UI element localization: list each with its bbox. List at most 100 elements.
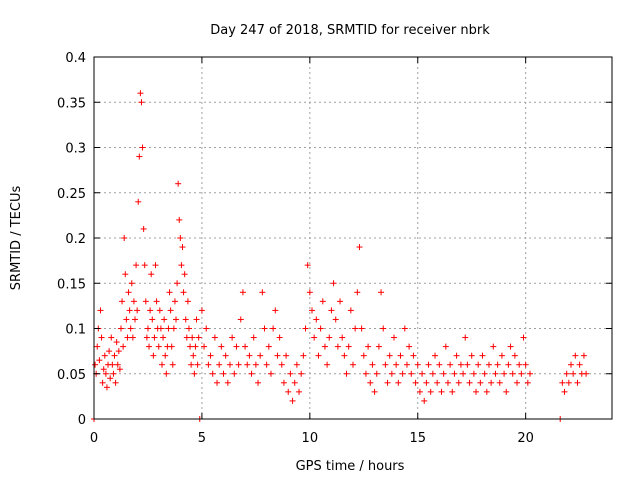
data-point (391, 334, 398, 341)
data-point (432, 352, 439, 359)
data-point (116, 366, 123, 373)
data-point (123, 316, 130, 323)
data-point (177, 235, 184, 241)
x-axis-label: GPS time / hours (296, 459, 405, 474)
data-point (94, 343, 101, 350)
data-point (341, 352, 348, 359)
data-point (362, 370, 369, 377)
data-point (360, 352, 367, 359)
data-point (296, 388, 303, 395)
data-point (479, 352, 486, 359)
data-point (449, 388, 456, 395)
data-point (218, 343, 225, 350)
data-point (130, 298, 137, 305)
data-point (189, 334, 196, 341)
data-point (187, 343, 194, 350)
data-point (386, 352, 393, 359)
data-point (369, 361, 376, 368)
data-point (406, 343, 413, 350)
data-point (365, 343, 372, 350)
data-point (285, 388, 292, 395)
data-point (388, 370, 395, 377)
axis-ticks: 0 0.05 0.1 0.15 0.2 0.25 0.3 0.35 0.4 0 5 10 15 20 (57, 51, 612, 446)
data-point (419, 370, 426, 377)
y-tick-label: 0.1 (65, 323, 86, 338)
data-point (455, 379, 462, 386)
data-point (128, 280, 135, 287)
data-point (114, 361, 121, 368)
data-point (205, 361, 212, 368)
data-point (505, 361, 512, 368)
data-point (291, 379, 298, 386)
data-point (283, 352, 290, 359)
data-point (155, 343, 162, 350)
data-point (178, 262, 185, 269)
data-point (108, 334, 115, 341)
data-point (526, 370, 533, 377)
data-point (328, 307, 335, 314)
data-point (259, 289, 266, 296)
data-point (216, 361, 223, 368)
data-point (129, 334, 136, 341)
data-point (224, 379, 231, 386)
data-point (147, 307, 154, 314)
data-point (233, 343, 240, 350)
data-point (397, 352, 404, 359)
data-point (492, 370, 499, 377)
data-point (522, 361, 529, 368)
data-point (298, 370, 305, 377)
data-point (561, 388, 568, 395)
data-point (326, 334, 333, 341)
data-point (98, 334, 105, 341)
data-point (380, 325, 387, 332)
data-point (167, 307, 174, 314)
data-point (339, 334, 346, 341)
data-point (313, 316, 320, 323)
data-point (289, 397, 296, 404)
data-point (436, 361, 443, 368)
data-point (126, 307, 133, 314)
y-tick-label: 0.05 (57, 368, 86, 383)
data-point (567, 361, 574, 368)
data-point (190, 352, 197, 359)
data-point (150, 352, 157, 359)
data-point (153, 298, 160, 305)
data-point (276, 334, 283, 341)
data-point (263, 361, 270, 368)
data-point (315, 352, 322, 359)
data-point (106, 348, 113, 355)
data-point (165, 325, 172, 332)
y-tick-label: 0.3 (65, 142, 86, 157)
data-point (373, 370, 380, 377)
data-point (138, 99, 145, 106)
data-point (92, 361, 99, 368)
data-point (142, 298, 149, 305)
data-point (151, 334, 158, 341)
data-point (304, 262, 311, 269)
data-point (229, 334, 236, 341)
data-point (193, 316, 200, 323)
data-point (182, 316, 189, 323)
data-point (125, 289, 132, 296)
data-point (460, 370, 467, 377)
data-point (267, 370, 274, 377)
data-point (191, 370, 198, 377)
data-point (272, 307, 279, 314)
data-point (137, 90, 144, 97)
data-point (324, 361, 331, 368)
data-point (274, 352, 281, 359)
x-tick-label: 15 (409, 431, 426, 446)
data-point (184, 298, 191, 305)
data-point (246, 352, 253, 359)
x-tick-label: 10 (302, 431, 319, 446)
data-point (293, 361, 300, 368)
data-point (358, 325, 365, 332)
data-point (429, 370, 436, 377)
data-point (144, 325, 151, 332)
x-tick-label: 20 (517, 431, 534, 446)
data-point (133, 262, 140, 269)
data-point (261, 325, 268, 332)
data-point (119, 298, 126, 305)
data-point (511, 352, 518, 359)
data-point (265, 343, 272, 350)
